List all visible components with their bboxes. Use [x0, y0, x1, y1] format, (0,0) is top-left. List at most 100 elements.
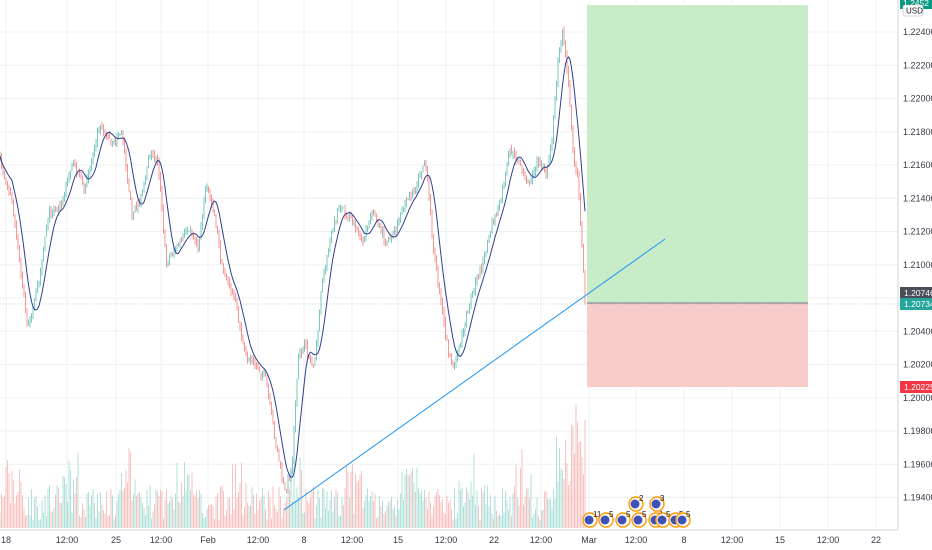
- volume-bar: [73, 479, 74, 528]
- volume-bar: [119, 489, 121, 528]
- volume-bar: [568, 485, 569, 528]
- loss-zone[interactable]: [587, 303, 808, 387]
- volume-bar: [554, 498, 556, 528]
- volume-bar: [118, 494, 119, 528]
- volume-bar: [40, 519, 41, 528]
- volume-bar: [79, 515, 80, 528]
- volume-bar: [275, 509, 277, 528]
- event-marker[interactable]: 5: [615, 510, 631, 528]
- volume-bar: [325, 507, 326, 528]
- volume-bar: [280, 496, 281, 528]
- volume-bar: [362, 508, 364, 528]
- volume-bar: [526, 488, 527, 528]
- volume-bar: [511, 516, 512, 528]
- position-zones: [0, 5, 898, 387]
- event-marker[interactable]: 2: [628, 494, 644, 512]
- price-axis[interactable]: 1.22400 1.22200 1.22000 1.21800 1.21600 1.214…: [903, 27, 932, 503]
- volume-bar: [398, 508, 400, 528]
- time-tick-label: 25: [111, 535, 121, 545]
- event-marker[interactable]: 11: [582, 510, 602, 528]
- volume-bar: [94, 502, 95, 528]
- volume-bar: [503, 512, 505, 528]
- volume-bar: [305, 488, 307, 528]
- profit-zone[interactable]: [587, 5, 808, 303]
- volume-bar: [406, 468, 407, 528]
- volume-bar: [320, 517, 322, 528]
- volume-bar: [158, 495, 160, 528]
- volume-bar: [188, 474, 190, 528]
- event-marker[interactable]: 3: [649, 494, 665, 512]
- volume-bar: [241, 462, 242, 528]
- volume-bar: [506, 500, 508, 528]
- volume-bar: [538, 516, 539, 528]
- volume-bar: [427, 508, 428, 528]
- volume-bar: [44, 495, 46, 528]
- volume-bar: [11, 471, 13, 528]
- volume-bar: [478, 505, 479, 528]
- volume-bar: [446, 495, 448, 528]
- volume-bar: [571, 424, 572, 528]
- price-tick-label: 1.21800: [903, 127, 932, 137]
- volume-bar: [278, 487, 280, 528]
- event-marker[interactable]: 5: [598, 510, 614, 528]
- time-tick-label: 18: [1, 535, 11, 545]
- volume-bar: [412, 468, 413, 528]
- event-marker[interactable]: 5: [631, 510, 647, 528]
- volume-bar: [545, 491, 547, 528]
- volume-bar: [92, 489, 94, 528]
- volume-bar: [272, 486, 274, 528]
- volume-bar: [307, 500, 308, 528]
- volume-bar: [496, 510, 497, 528]
- volume-bar: [266, 519, 268, 528]
- time-tick-label: 12:00: [817, 535, 840, 545]
- volume-bar: [122, 490, 124, 528]
- volume-bar: [376, 518, 377, 528]
- volume-bar: [170, 495, 172, 528]
- volume-bar: [146, 489, 148, 528]
- volume-bar: [134, 479, 136, 528]
- volume-bar: [458, 480, 460, 528]
- volume-bar: [202, 513, 203, 528]
- volume-bar: [85, 516, 86, 528]
- volume-bar: [535, 509, 536, 528]
- currency-badge[interactable]: USD: [902, 4, 924, 17]
- volume-bar: [527, 487, 529, 528]
- volume-bar: [139, 491, 140, 528]
- volume-bar: [452, 519, 454, 528]
- volume-bar: [37, 506, 38, 528]
- volume-bar: [520, 468, 521, 528]
- volume-bar: [145, 515, 146, 528]
- volume-bar: [299, 457, 301, 528]
- volume-bar: [415, 491, 416, 528]
- volume-bar: [179, 503, 181, 528]
- volume-bar: [497, 515, 499, 528]
- volume-bar: [515, 464, 517, 528]
- volume-bar: [196, 490, 197, 528]
- time-tick-label: 22: [489, 535, 499, 545]
- volume-bar: [55, 494, 56, 528]
- volume-bar: [178, 501, 179, 528]
- volume-bar: [359, 474, 361, 528]
- volume-bar: [541, 510, 542, 528]
- trend-line[interactable]: [283, 238, 666, 511]
- volume-bar: [403, 500, 404, 528]
- volume-bar: [451, 509, 452, 528]
- time-tick-label: 12:00: [530, 535, 553, 545]
- volume-bar: [166, 489, 167, 528]
- price-tick-label: 1.22200: [903, 60, 932, 70]
- volume-bar: [367, 488, 368, 528]
- volume-bar: [445, 513, 446, 528]
- volume-bar: [154, 503, 155, 528]
- volume-bar: [322, 488, 323, 528]
- volume-bar: [190, 490, 191, 528]
- event-marker[interactable]: 5: [675, 510, 691, 528]
- event-marker[interactable]: 5: [655, 510, 671, 528]
- volume-bar: [332, 511, 334, 528]
- volume-bar: [20, 481, 22, 528]
- volume-bar: [121, 473, 122, 528]
- volume-bar: [109, 515, 110, 528]
- time-axis[interactable]: 18 12:00 25 12:00 Feb 12:00 8 12:00 15 12:00 22 12:…: [1, 535, 881, 545]
- volume-bar: [187, 474, 188, 528]
- volume-bar: [472, 495, 473, 528]
